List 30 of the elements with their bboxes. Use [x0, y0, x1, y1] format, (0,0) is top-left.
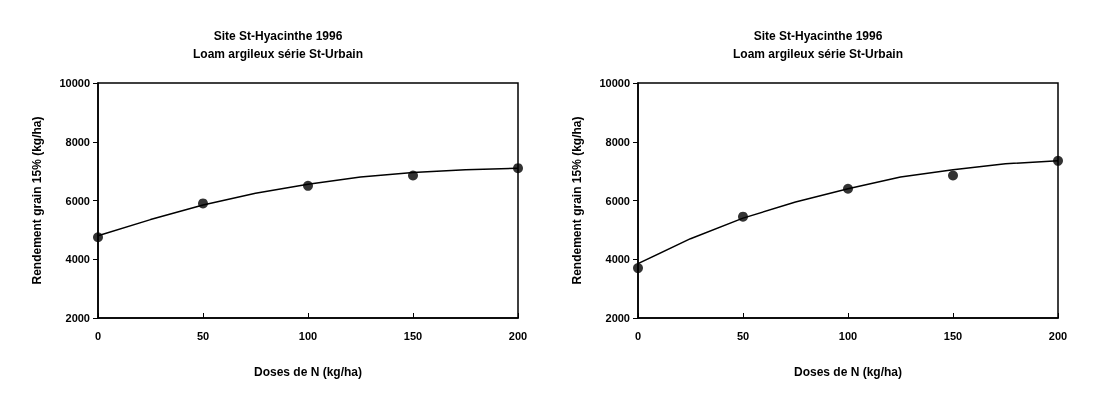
- point: [93, 232, 103, 243]
- y-tick-label: 2000: [65, 312, 90, 324]
- x-tick-label: 200: [508, 329, 528, 342]
- x-tick-label: 200: [1048, 329, 1068, 342]
- y-axis-title: Rendement grain 15% (kg/ha): [30, 116, 44, 285]
- y-tick-label: 8000: [65, 135, 90, 148]
- x-tick-label: 150: [943, 329, 963, 342]
- x-tick-label: 50: [196, 329, 210, 342]
- chart-title: Site St-Hyacinthe 1996 Loam argileux série St-Urbain: [192, 29, 364, 61]
- point: [948, 170, 958, 181]
- x-tick-label: 150: [403, 329, 423, 342]
- x-tick-label: 50: [736, 329, 750, 342]
- x-axis-title: Doses de N (kg/ha): [793, 365, 903, 379]
- point: [633, 263, 643, 274]
- y-tick-label: 6000: [605, 194, 630, 207]
- y-tick-label: 8000: [605, 135, 630, 148]
- chart-title: Site St-Hyacinthe 1996 Loam argileux série St-Urbain: [732, 29, 904, 61]
- x-axis-title: Doses de N (kg/ha): [253, 365, 363, 379]
- y-tick-label: 2000: [605, 312, 630, 324]
- x-tick-label: 100: [298, 329, 318, 342]
- y-axis-title: Rendement grain 15% (kg/ha): [570, 116, 584, 285]
- y-tick-label: 10000: [59, 77, 90, 89]
- x-tick-label: 100: [838, 329, 858, 342]
- point: [513, 163, 523, 174]
- y-tick-label: 10000: [599, 77, 630, 89]
- y-tick-label: 4000: [65, 253, 90, 266]
- x-tick-label: 0: [94, 329, 102, 342]
- y-tick-label: 4000: [605, 253, 630, 266]
- y-tick-label: 6000: [65, 194, 90, 207]
- x-tick-label: 0: [634, 329, 642, 342]
